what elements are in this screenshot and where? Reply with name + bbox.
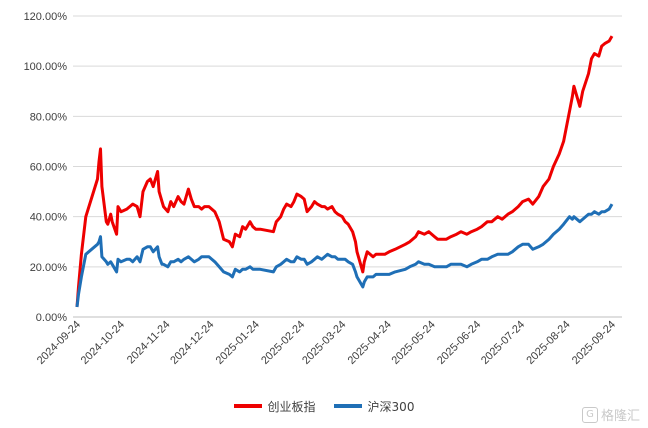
x-tick-label: 2024-11-24 <box>125 319 173 367</box>
legend-item-series-2: 沪深300 <box>333 398 415 415</box>
y-tick-label: 60.00% <box>30 162 68 174</box>
watermark-text: 格隆汇 <box>600 409 640 424</box>
x-tick-label: 2024-09-24 <box>35 319 83 367</box>
legend-swatch <box>333 404 362 408</box>
y-axis-ticks: 0.00% 20.00% 40.00% 60.00% 80.00% 100.00% 120.… <box>24 11 68 324</box>
series-line-2 <box>75 203 614 308</box>
x-tick-label: 2024-10-24 <box>79 319 127 367</box>
x-tick-label: 2025-05-24 <box>390 319 438 367</box>
legend: 创业板指 沪深300 <box>0 397 648 415</box>
x-tick-label: 2025-04-24 <box>346 319 394 367</box>
x-tick-label: 2025-08-24 <box>524 319 572 367</box>
y-tick-label: 120.00% <box>24 11 68 23</box>
x-tick-label: 2025-01-24 <box>214 319 262 367</box>
legend-label: 沪深300 <box>367 399 415 414</box>
gridlines <box>73 15 622 268</box>
y-tick-label: 0.00% <box>36 312 67 324</box>
x-tick-label: 2025-09-24 <box>570 319 618 367</box>
x-tick-label: 2025-07-24 <box>479 319 527 367</box>
G-logo-icon: G <box>581 406 598 423</box>
x-tick-label: 2025-03-24 <box>300 319 348 367</box>
y-tick-label: 20.00% <box>30 262 68 274</box>
y-tick-label: 80.00% <box>30 111 68 123</box>
y-tick-label: 100.00% <box>24 61 68 73</box>
legend-label: 创业板指 <box>267 399 316 414</box>
series-lines <box>75 35 614 308</box>
x-tick-label: 2025-06-24 <box>435 319 483 367</box>
legend-swatch <box>233 404 262 408</box>
watermark: G 格隆汇 <box>581 405 640 424</box>
y-tick-label: 40.00% <box>30 212 68 224</box>
x-axis-ticks: 2024-09-242024-10-242024-11-242024-12-24… <box>35 319 618 367</box>
legend-item-series-1: 创业板指 <box>233 398 316 415</box>
series-line-1 <box>75 35 614 308</box>
x-tick-label: 2024-12-24 <box>168 319 216 367</box>
